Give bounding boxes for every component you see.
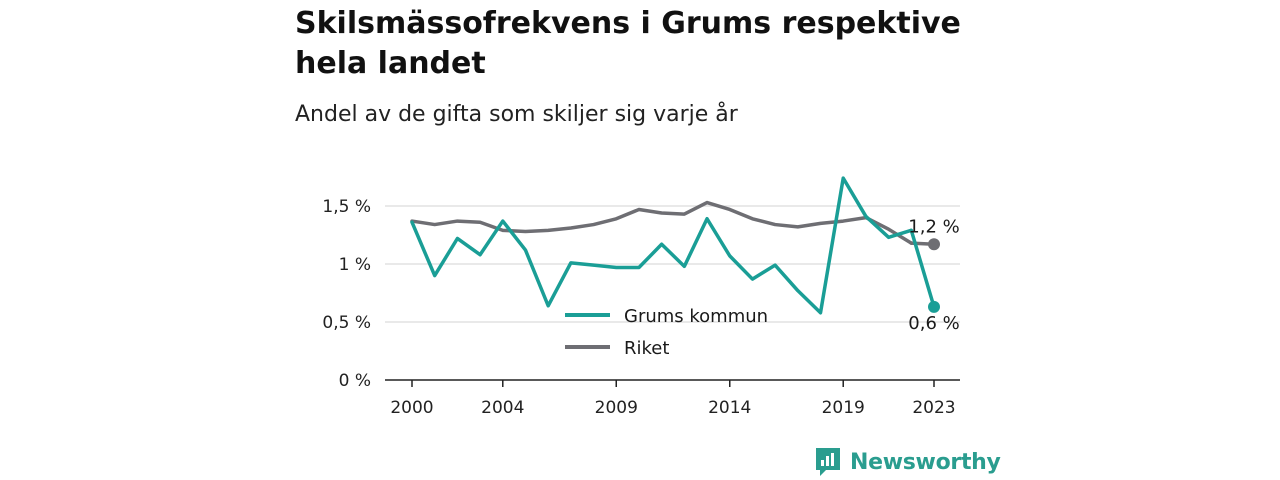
legend-label: Riket (624, 338, 669, 359)
series-line-grums (410, 176, 914, 315)
series-end-point (928, 300, 940, 313)
series-final-segment (909, 228, 936, 309)
brand-logo: Newsworthy (814, 446, 1001, 478)
end-label-grums: 0,6 % (908, 313, 959, 334)
x-tick-label: 2004 (481, 398, 524, 418)
legend-label: Grums kommun (624, 306, 768, 327)
chart-subtitle: Andel av de gifta som skiljer sig varje … (295, 102, 738, 127)
x-tick-label: 2019 (822, 398, 865, 418)
y-tick-label: 0 % (339, 371, 371, 391)
x-tick-label: 2014 (708, 398, 751, 418)
series-end-point (928, 238, 940, 251)
end-label-riket: 1,2 % (908, 216, 959, 237)
legend: Grums kommun Riket (565, 306, 768, 359)
x-axis: 2000 2004 2009 2014 2019 2023 (385, 379, 960, 418)
y-axis: 0 % 0,5 % 1 % 1,5 % (322, 197, 371, 391)
x-tick-label: 2023 (912, 398, 955, 418)
newsworthy-logo-icon (816, 448, 840, 476)
series-line-riket (410, 200, 914, 245)
y-tick-label: 1 % (339, 255, 371, 275)
brand-name: Newsworthy (850, 449, 1001, 475)
end-labels: 1,2 % 0,6 % (908, 216, 959, 334)
x-tick-label: 2009 (595, 398, 638, 418)
x-tick-label: 2000 (390, 398, 433, 418)
y-tick-label: 0,5 % (322, 313, 371, 333)
y-tick-label: 1,5 % (322, 197, 371, 217)
gridlines (385, 205, 960, 323)
chart-title: Skilsmässofrekvens i Grums respektive he… (295, 6, 961, 81)
series-lines (410, 176, 940, 315)
